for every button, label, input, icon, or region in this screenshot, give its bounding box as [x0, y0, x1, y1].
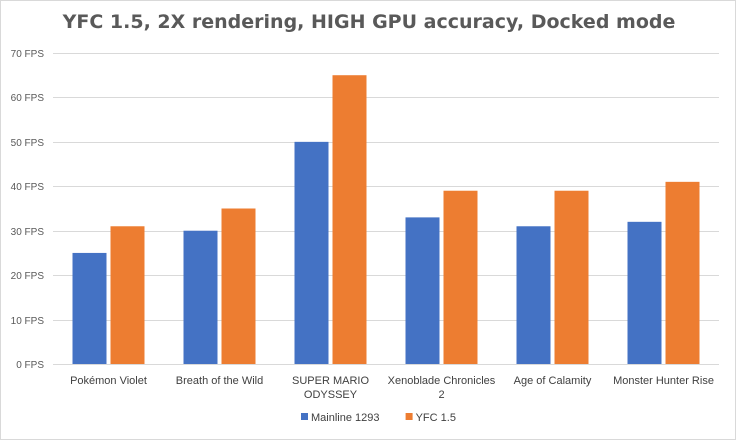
bar-yfc-5	[665, 181, 700, 364]
x-tick-label: ODYSSEY	[304, 389, 358, 401]
bar-mainline-1	[183, 230, 218, 364]
bar-mainline-2	[294, 141, 329, 364]
x-tick-label: SUPER MARIO	[292, 375, 369, 387]
legend-label-0: Mainline 1293	[311, 412, 380, 424]
bar-mainline-3	[405, 217, 440, 364]
bar-yfc-4	[554, 190, 589, 364]
legend-swatch-0	[301, 413, 308, 420]
y-tick-label: 40 FPS	[11, 182, 45, 193]
bar-mainline-5	[627, 221, 662, 364]
x-tick-label: Xenoblade Chronicles	[388, 375, 496, 387]
x-tick-label: 2	[438, 389, 444, 401]
bar-yfc-0	[110, 226, 145, 364]
legend-swatch-1	[405, 413, 413, 420]
x-tick-label: Monster Hunter Rise	[613, 375, 714, 387]
y-tick-label: 50 FPS	[11, 138, 45, 149]
bar-yfc-1	[221, 208, 256, 364]
bar-mainline-0	[72, 252, 107, 364]
y-tick-label: 10 FPS	[11, 316, 45, 327]
y-tick-label: 20 FPS	[11, 271, 45, 282]
bar-yfc-2	[332, 75, 367, 364]
x-tick-label: Pokémon Violet	[70, 375, 147, 387]
bar-mainline-4	[516, 226, 551, 364]
bar-yfc-3	[443, 190, 478, 364]
x-tick-label: Breath of the Wild	[176, 375, 263, 387]
y-tick-label: 30 FPS	[11, 227, 45, 238]
chart-title: YFC 1.5, 2X rendering, HIGH GPU accuracy…	[62, 11, 676, 33]
legend-label-1: YFC 1.5	[416, 412, 456, 424]
y-tick-label: 60 FPS	[11, 93, 45, 104]
y-tick-label: 70 FPS	[11, 49, 45, 60]
y-tick-label: 0 FPS	[16, 360, 44, 371]
x-tick-label: Age of Calamity	[514, 375, 592, 387]
